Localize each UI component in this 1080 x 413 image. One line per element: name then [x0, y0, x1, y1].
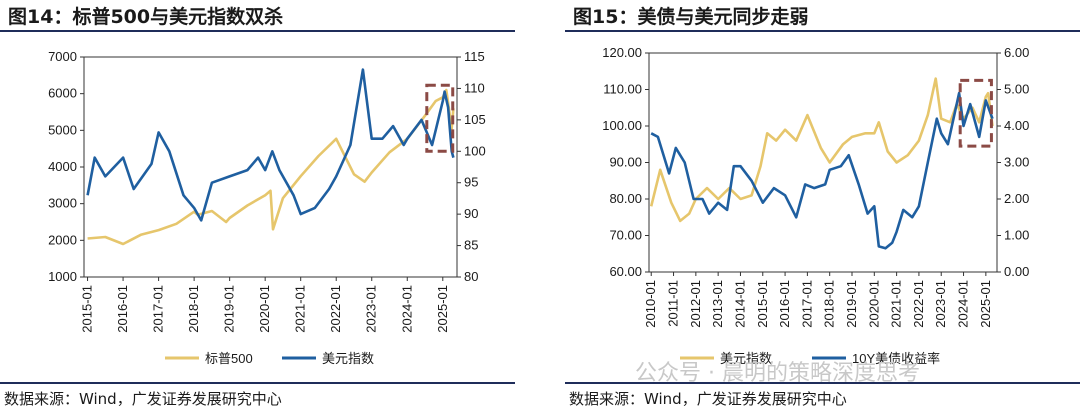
y-right-tick-label: 90	[464, 206, 478, 221]
y-left-tick-label: 80.00	[609, 191, 642, 206]
y-right-tick-label: 100	[464, 143, 486, 158]
chart-panel-ust-dxy: 图15：美债与美元同步走弱 60.00 70.00 80.00 90.00 100.00…	[565, 0, 1080, 413]
legend-label: 美元指数	[322, 351, 374, 366]
legend-label: 10Y美债收益率	[852, 351, 940, 366]
x-tick-label: 2011-01	[666, 280, 681, 327]
chart-title: 图14：标普500与美元指数双杀	[8, 6, 284, 28]
legend-label: 美元指数	[720, 351, 772, 366]
highlight-box	[958, 78, 993, 148]
x-tick-label: 2022-01	[328, 285, 343, 333]
title-rule	[565, 30, 1080, 32]
y-left-tick-label: 60.00	[609, 264, 642, 279]
chart-title: 图15：美债与美元同步走弱	[573, 6, 809, 28]
x-tick-label: 2017-01	[799, 280, 814, 328]
y-left-tick-label: 3000	[48, 196, 77, 211]
y-left-tick-label: 5000	[48, 122, 77, 137]
x-tick-label: 2019-01	[844, 280, 859, 328]
y-right-tick-label: 85	[464, 238, 478, 253]
y-right-tick-label: 5.00	[1004, 82, 1029, 97]
x-tick-label: 2016-01	[115, 285, 130, 333]
x-tick-label: 2020-01	[866, 280, 881, 328]
y-left-tick-label: 4000	[48, 159, 77, 174]
x-tick-label: 2024-01	[956, 280, 971, 328]
x-tick-label: 2010-01	[643, 280, 658, 328]
plot-frame	[648, 52, 998, 273]
chart-sp500-dxy: 1000 2000 3000 4000 5000 6000 7000 80 85 90 95 100 1…	[48, 49, 486, 366]
watermark: 公众号 · 晨明的策略深度思考	[635, 361, 920, 386]
x-tick-label: 2012-01	[688, 280, 703, 328]
y-right-tick-label: 115	[464, 49, 485, 64]
x-tick-label: 2022-01	[911, 280, 926, 328]
y-right-tick-label: 4.00	[1004, 118, 1029, 133]
x-tick-label: 2021-01	[889, 280, 904, 328]
x-tick-label: 2017-01	[151, 285, 166, 333]
x-tick-label: 2014-01	[732, 280, 747, 328]
chart-panel-sp500-dxy: 图14：标普500与美元指数双杀 1000 2000 3000 4000 5000 600…	[0, 0, 530, 413]
y-right-tick-label: 105	[464, 112, 486, 127]
chart-ust-dxy: 60.00 70.00 80.00 90.00 100.00 110.00 120.00 0.…	[602, 45, 1029, 366]
y-left-tick-label: 90.00	[609, 155, 642, 170]
source-rule	[0, 382, 515, 384]
x-tick-label: 2013-01	[710, 280, 725, 328]
x-tick-label: 2024-01	[399, 285, 414, 333]
legend-label: 标普500	[205, 351, 253, 366]
source-rule	[565, 382, 1080, 384]
x-tick-label: 2025-01	[435, 285, 450, 333]
x-tick-label: 2021-01	[293, 285, 308, 333]
highlight-box	[425, 83, 455, 153]
y-left-tick-label: 70.00	[609, 228, 642, 243]
y-left-tick-label: 120.00	[602, 45, 642, 60]
y-right-tick-label: 1.00	[1004, 228, 1029, 243]
series-line-b	[650, 91, 994, 250]
x-tick-label: 2018-01	[186, 285, 201, 333]
y-right-tick-label: 0.00	[1004, 264, 1029, 279]
x-tick-label: 2023-01	[364, 285, 379, 333]
y-right-tick-label: 80	[464, 269, 478, 284]
series-line-a	[87, 88, 455, 246]
y-left-tick-label: 7000	[48, 49, 77, 64]
y-right-tick-label: 2.00	[1004, 191, 1029, 206]
y-right-tick-label: 95	[464, 175, 478, 190]
y-left-tick-label: 1000	[48, 269, 77, 284]
source-note: 数据来源：Wind，广发证券发展研究中心	[569, 390, 847, 408]
x-tick-label: 2016-01	[777, 280, 792, 328]
x-tick-label: 2025-01	[978, 280, 993, 328]
x-tick-label: 2015-01	[80, 285, 95, 333]
source-note: 数据来源：Wind，广发证券发展研究中心	[4, 390, 282, 408]
x-tick-label: 2018-01	[822, 280, 837, 328]
series-line-b	[86, 68, 455, 222]
plot-frame	[83, 56, 458, 278]
x-tick-label: 2023-01	[933, 280, 948, 328]
x-tick-label: 2019-01	[222, 285, 237, 333]
title-rule	[0, 30, 515, 32]
y-right-tick-label: 3.00	[1004, 155, 1029, 170]
y-left-tick-label: 100.00	[602, 118, 642, 133]
x-tick-label: 2020-01	[257, 285, 272, 333]
y-left-tick-label: 2000	[48, 232, 77, 247]
x-tick-label: 2015-01	[755, 280, 770, 328]
y-left-tick-label: 6000	[48, 86, 77, 101]
y-right-tick-label: 6.00	[1004, 45, 1029, 60]
y-right-tick-label: 110	[464, 80, 485, 95]
y-left-tick-label: 110.00	[603, 82, 642, 97]
